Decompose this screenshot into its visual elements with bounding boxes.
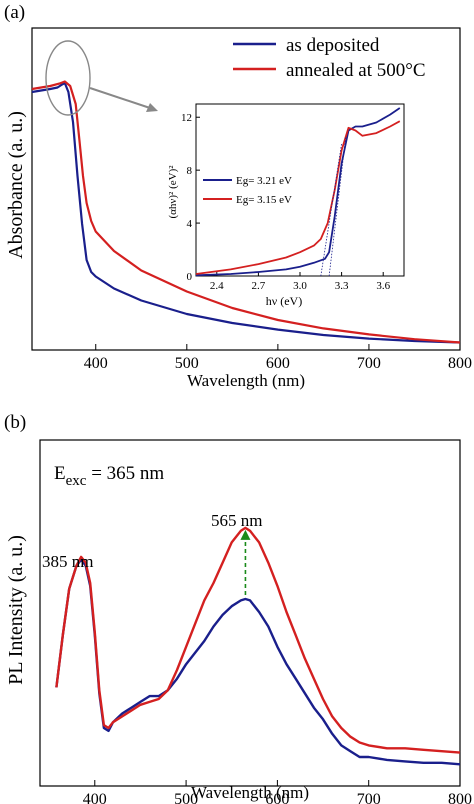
panel-a-series-line-1 [31, 81, 461, 344]
panel-b-x-ticks: 400 500 600 700 800 [83, 780, 472, 804]
panel-a-y-label: Absorbance (a. u.) [5, 111, 27, 259]
panel-a-x-tick-label: 600 [266, 355, 290, 372]
inset-x-tick-label: 3.0 [293, 280, 307, 292]
panel-a-label: (a) [4, 2, 25, 23]
inset-tangent-annealed [320, 143, 342, 277]
panel-a-x-tick-label: 500 [175, 355, 199, 372]
panel-a-x-label: Wavelength (nm) [187, 371, 305, 390]
panel-a-series [31, 80, 461, 344]
panel-a-x-tick-label: 400 [84, 355, 108, 372]
inset-y-tick-label: 12 [181, 112, 192, 124]
excitation-annotation: Eexc = 365 nm [54, 463, 164, 489]
panel-b-series-line-1 [55, 558, 461, 766]
panel-b-x-tick-label: 700 [357, 791, 381, 804]
inset-tangent-as-deposited [328, 137, 347, 277]
inset-ticks: 2.4 2.7 3.0 3.3 3.6 0 4 8 12 [181, 112, 391, 292]
inset-x-tick-label: 3.3 [335, 280, 349, 292]
panel-a-x-tick-label: 800 [448, 355, 472, 372]
inset-legend-label-1: Eg= 3.21 eV [236, 175, 292, 187]
zoom-arrow-head [146, 103, 158, 112]
panel-b-x-tick-label: 400 [83, 791, 107, 804]
inset-x-tick-label: 2.7 [252, 280, 266, 292]
inset-series-line-1 [195, 107, 401, 277]
inset-y-label: (αhν)² (eV)² [167, 165, 179, 219]
inset-x-label: hν (eV) [266, 294, 302, 308]
legend-label-annealed: annealed at 500°C [286, 60, 426, 81]
inset-legend-label-2: Eg= 3.15 eV [236, 194, 292, 206]
peak-label-385: 385 nm [42, 552, 93, 571]
panel-b-x-tick-label: 600 [265, 791, 289, 804]
legend-label-as-deposited: as deposited [286, 35, 380, 56]
panel-a-frame [31, 27, 461, 351]
panel-b-x-tick-label: 500 [174, 791, 198, 804]
zoom-arrow [89, 87, 151, 109]
panel-a-x-ticks: 400 500 600 700 800 [84, 344, 472, 372]
panel-b-x-tick-label: 800 [448, 791, 472, 804]
inset-series-line-2 [195, 120, 401, 275]
panel-b-label: (b) [4, 412, 26, 433]
inset-y-tick-label: 8 [187, 165, 193, 177]
panel-b-series-line-2 [55, 526, 461, 754]
inset-x-tick-label: 2.4 [210, 280, 224, 292]
inset-frame [195, 103, 405, 277]
peak-highlight-ellipse [45, 40, 91, 116]
panel-b-y-label: PL Intensity (a. u.) [5, 535, 27, 685]
panel-a-series-line-2 [31, 80, 461, 344]
peak-label-565: 565 nm [211, 511, 262, 530]
panel-b-frame [39, 439, 461, 787]
panel-b-series [55, 526, 461, 766]
panel-b-x-label: Wavelength (nm) [191, 783, 309, 802]
inset-x-tick-label: 3.6 [376, 280, 390, 292]
intensity-increase-arrow-head [240, 529, 251, 540]
inset-y-tick-label: 0 [187, 271, 193, 283]
inset-series [195, 107, 401, 277]
panel-a-x-tick-label: 700 [357, 355, 381, 372]
inset-y-tick-label: 4 [187, 218, 193, 230]
